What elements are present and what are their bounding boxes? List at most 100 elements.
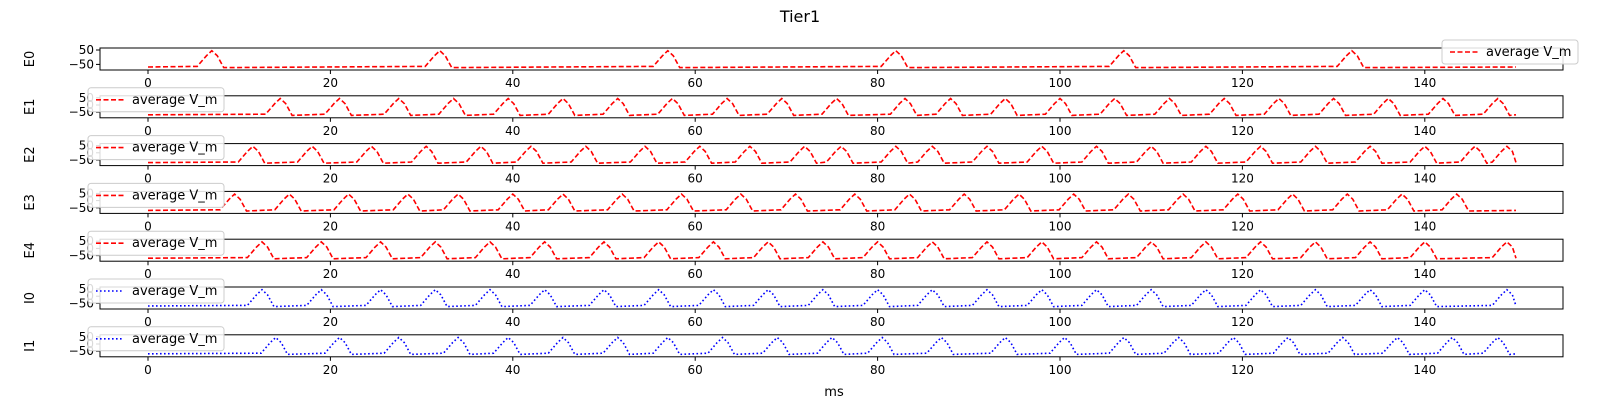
x-tick-label: 20 bbox=[323, 363, 338, 377]
x-tick-label: 60 bbox=[688, 219, 703, 233]
x-tick-label: 40 bbox=[505, 219, 520, 233]
y-tick-label: 50 bbox=[79, 43, 94, 57]
x-tick-label: 80 bbox=[870, 315, 885, 329]
x-tick-label: 0 bbox=[144, 363, 152, 377]
x-tick-label: 40 bbox=[505, 124, 520, 138]
x-tick-label: 60 bbox=[688, 363, 703, 377]
x-tick-label: 0 bbox=[144, 267, 152, 281]
x-tick-label: 100 bbox=[1049, 315, 1072, 329]
x-tick-label: 80 bbox=[870, 219, 885, 233]
x-tick-label: 60 bbox=[688, 124, 703, 138]
x-tick-label: 60 bbox=[688, 315, 703, 329]
legend-I0: average V_m bbox=[87, 278, 225, 304]
legend-label: average V_m bbox=[132, 332, 217, 347]
x-tick-label: 0 bbox=[144, 124, 152, 138]
x-tick-label: 60 bbox=[688, 267, 703, 281]
legend-box bbox=[87, 182, 225, 208]
series-line-I0 bbox=[147, 288, 1517, 308]
y-axis-label: I1 bbox=[23, 340, 38, 352]
axes-frame-I0 bbox=[99, 286, 1564, 310]
legend-E3: average V_m bbox=[87, 182, 225, 208]
legend-box bbox=[87, 135, 225, 161]
x-tick-label: 100 bbox=[1049, 267, 1072, 281]
x-tick-label: 140 bbox=[1413, 363, 1436, 377]
series-line-E1 bbox=[147, 97, 1517, 117]
legend-box bbox=[87, 87, 225, 113]
y-axis-label: E2 bbox=[23, 146, 38, 163]
x-tick-label: 120 bbox=[1231, 219, 1254, 233]
x-tick-label: 40 bbox=[505, 76, 520, 90]
series-line-E3 bbox=[147, 193, 1517, 212]
y-axis-label: E1 bbox=[23, 99, 38, 116]
x-tick-label: 140 bbox=[1413, 172, 1436, 186]
x-tick-label: 40 bbox=[505, 315, 520, 329]
legend-label: average V_m bbox=[132, 93, 217, 108]
legend-label: average V_m bbox=[132, 236, 217, 251]
panels: 0 20 40 60 80 100 120 140 50−50 E0 average V_m 0 20 4… bbox=[23, 39, 1579, 377]
y-tick-label: −50 bbox=[69, 57, 94, 71]
x-tick-label: 100 bbox=[1049, 172, 1072, 186]
x-tick-label: 0 bbox=[144, 219, 152, 233]
legend-E1: average V_m bbox=[87, 87, 225, 113]
x-tick-label: 140 bbox=[1413, 124, 1436, 138]
x-tick-label: 140 bbox=[1413, 315, 1436, 329]
x-tick-label: 20 bbox=[323, 76, 338, 90]
x-tick-label: 20 bbox=[323, 124, 338, 138]
legend-box bbox=[87, 230, 225, 256]
y-axis-label: I0 bbox=[23, 292, 38, 304]
legend-E0: average V_m bbox=[1441, 39, 1579, 65]
legend-box bbox=[87, 326, 225, 352]
x-tick-label: 140 bbox=[1413, 219, 1436, 233]
x-tick-label: 0 bbox=[144, 172, 152, 186]
x-tick-label: 120 bbox=[1231, 363, 1254, 377]
x-tick-label: 60 bbox=[688, 76, 703, 90]
legend-box bbox=[87, 278, 225, 304]
x-tick-label: 80 bbox=[870, 124, 885, 138]
x-tick-label: 80 bbox=[870, 363, 885, 377]
axes-frame-E4 bbox=[99, 238, 1564, 262]
x-tick-label: 20 bbox=[323, 172, 338, 186]
x-tick-label: 20 bbox=[323, 219, 338, 233]
legend-I1: average V_m bbox=[87, 326, 225, 352]
x-tick-label: 0 bbox=[144, 76, 152, 90]
y-axis-label: E4 bbox=[23, 242, 38, 259]
x-tick-label: 100 bbox=[1049, 363, 1072, 377]
x-tick-label: 120 bbox=[1231, 124, 1254, 138]
x-tick-label: 40 bbox=[505, 363, 520, 377]
x-tick-label: 100 bbox=[1049, 124, 1072, 138]
x-tick-label: 100 bbox=[1049, 219, 1072, 233]
legend-label: average V_m bbox=[132, 284, 217, 299]
x-tick-label: 80 bbox=[870, 267, 885, 281]
y-axis-label: E0 bbox=[23, 51, 38, 68]
x-tick-label: 120 bbox=[1231, 267, 1254, 281]
x-tick-label: 120 bbox=[1231, 315, 1254, 329]
x-tick-label: 120 bbox=[1231, 76, 1254, 90]
y-axis-label: E3 bbox=[23, 194, 38, 211]
series-line-E2 bbox=[147, 145, 1517, 165]
legend-label: average V_m bbox=[1486, 45, 1571, 60]
figure-title: Tier1 bbox=[779, 7, 820, 26]
legend-box bbox=[1441, 39, 1579, 65]
x-tick-label: 40 bbox=[505, 172, 520, 186]
series-line-E0 bbox=[147, 49, 1517, 69]
series-line-I1 bbox=[147, 336, 1517, 356]
x-tick-label: 0 bbox=[144, 315, 152, 329]
x-tick-label: 80 bbox=[870, 172, 885, 186]
x-tick-label: 40 bbox=[505, 267, 520, 281]
legend-E4: average V_m bbox=[87, 230, 225, 256]
x-axis-label: ms bbox=[824, 385, 844, 400]
x-tick-label: 120 bbox=[1231, 172, 1254, 186]
legend-E2: average V_m bbox=[87, 135, 225, 161]
x-tick-label: 140 bbox=[1413, 267, 1436, 281]
legend-label: average V_m bbox=[132, 188, 217, 203]
x-tick-label: 100 bbox=[1049, 76, 1072, 90]
legend-label: average V_m bbox=[132, 141, 217, 156]
x-tick-label: 20 bbox=[323, 267, 338, 281]
x-tick-label: 20 bbox=[323, 315, 338, 329]
